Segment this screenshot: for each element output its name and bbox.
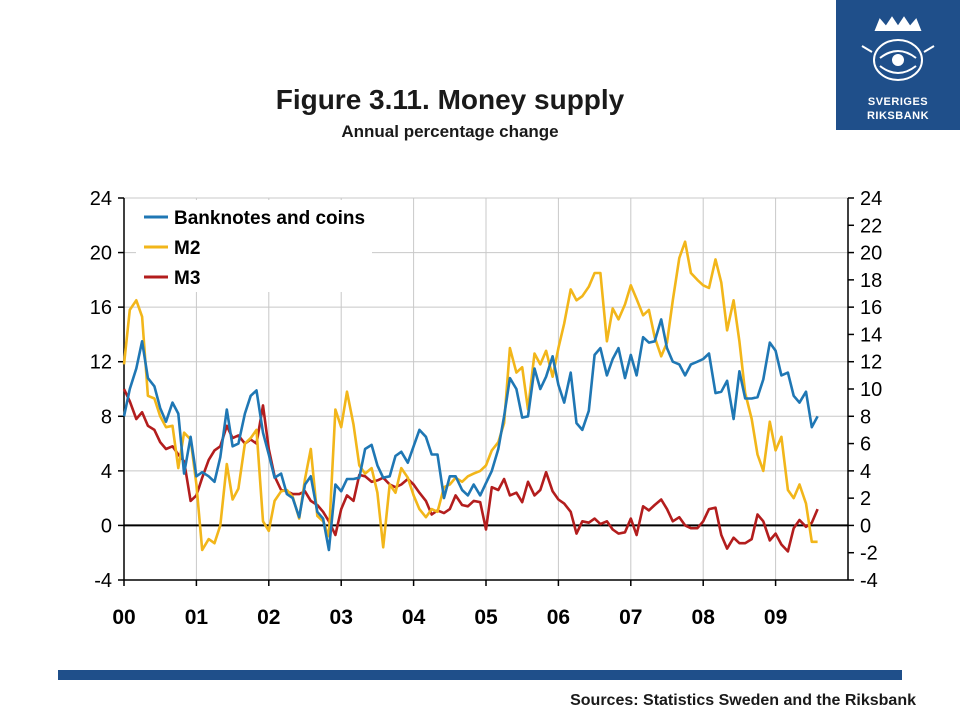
left-axis-tick-label: 20 xyxy=(90,243,112,265)
right-axis-tick-label: 24 xyxy=(860,188,882,210)
left-axis-tick-label: 0 xyxy=(101,515,112,537)
right-axis-tick-label: 2 xyxy=(860,488,871,510)
left-axis-tick-label: 24 xyxy=(90,188,112,210)
chart-title: Figure 3.11. Money supply xyxy=(275,84,625,115)
right-axis-tick-label: 18 xyxy=(860,270,882,292)
left-axis-tick-label: 8 xyxy=(101,406,112,428)
x-axis-tick-label: 03 xyxy=(330,606,353,629)
right-axis-tick-label: -2 xyxy=(860,543,878,565)
x-axis-tick-label: 06 xyxy=(547,606,570,629)
x-axis-tick-label: 04 xyxy=(402,606,426,629)
riksbank-logo: SVERIGES RIKSBANK xyxy=(836,0,960,130)
legend-box xyxy=(136,200,372,292)
right-axis-tick-label: 0 xyxy=(860,515,871,537)
right-axis-tick-label: 22 xyxy=(860,215,882,237)
right-axis-tick-label: 8 xyxy=(860,406,871,428)
left-axis-tick-label: 4 xyxy=(101,461,112,483)
logo-text-line2: RIKSBANK xyxy=(866,110,930,122)
chart-subtitle: Annual percentage change xyxy=(341,122,559,141)
legend-label-banknotes-and-coins: Banknotes and coins xyxy=(174,208,365,229)
right-axis-tick-label: 14 xyxy=(860,324,882,346)
legend-label-m2: M2 xyxy=(174,238,200,259)
left-axis-tick-label: 16 xyxy=(90,297,112,319)
right-axis-tick-label: 6 xyxy=(860,434,871,456)
right-axis-tick-label: 10 xyxy=(860,379,882,401)
right-axis-tick-label: -4 xyxy=(860,570,878,592)
x-axis-tick-label: 09 xyxy=(764,606,787,629)
right-axis-tick-label: 16 xyxy=(860,297,882,319)
left-axis-tick-label: -4 xyxy=(94,570,112,592)
right-axis-tick-label: 12 xyxy=(860,352,882,374)
x-axis-tick-label: 07 xyxy=(619,606,642,629)
x-axis-tick-label: 05 xyxy=(474,606,498,629)
x-axis-tick-label: 01 xyxy=(185,606,209,629)
x-axis-tick-label: 00 xyxy=(112,606,135,629)
legend-label-m3: M3 xyxy=(174,268,200,289)
crown-emblem-icon xyxy=(861,16,935,81)
left-axis-tick-label: 12 xyxy=(90,352,112,374)
right-axis-tick-label: 20 xyxy=(860,243,882,265)
source-note: Sources: Statistics Sweden and the Riksb… xyxy=(570,692,916,709)
series-line-banknotes-and-coins xyxy=(122,318,819,552)
right-axis-tick-label: 4 xyxy=(860,461,871,483)
x-axis-tick-label: 08 xyxy=(692,606,716,629)
footer-bar xyxy=(58,670,902,680)
logo-text-line1: SVERIGES xyxy=(867,96,929,108)
x-axis-tick-label: 02 xyxy=(257,606,280,629)
series-line-m2 xyxy=(122,240,818,552)
